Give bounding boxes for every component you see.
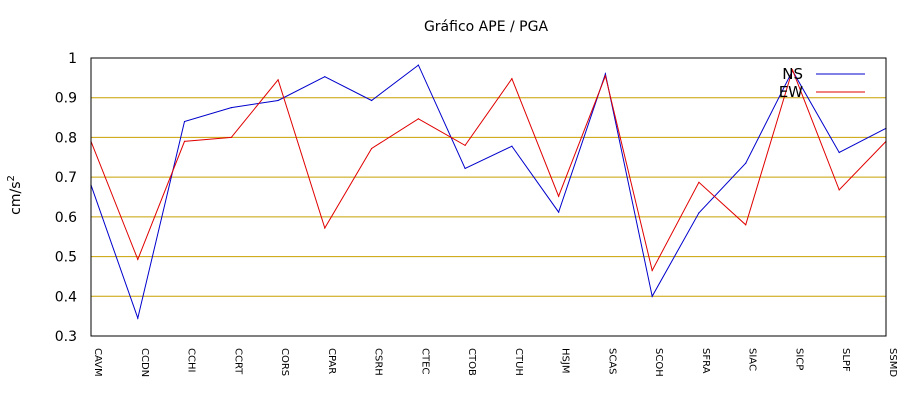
data-point-ew (183, 140, 186, 142)
x-axis-ticks: CAVM CCDN CCHI CCRT CORS CPAR CSRH CTEC CTOB CTUH… (92, 348, 898, 377)
series-layer (90, 64, 887, 320)
data-point-ns (183, 120, 186, 123)
data-point-ns (698, 212, 700, 214)
data-point-ew (230, 136, 232, 139)
x-tick-label: SIAC (747, 348, 758, 371)
y-tick-label: 0.7 (55, 170, 77, 186)
data-point-ns (277, 99, 279, 102)
y-tick-label: 0.8 (55, 130, 77, 146)
data-point-ns (604, 73, 607, 75)
x-tick-label: CCRT (232, 348, 243, 375)
x-tick-label: CAVM (92, 348, 103, 377)
chart-title: Gráfico APE / PGA (424, 19, 548, 35)
plot-frame (90, 57, 887, 337)
legend-label-ew: EW (779, 83, 803, 101)
x-tick-label: CPAR (326, 348, 337, 374)
y-tick-label: 0.3 (55, 329, 77, 345)
data-point-ns (651, 295, 653, 297)
data-point-ew (277, 79, 279, 81)
data-point-ew (464, 144, 466, 146)
data-point-ns (558, 211, 560, 213)
data-point-ew (745, 224, 747, 226)
data-point-ew (511, 78, 513, 80)
x-tick-label: CSRH (373, 348, 384, 376)
x-tick-label: SFRA (700, 348, 711, 374)
data-point-ew (558, 195, 560, 197)
data-point-ns (230, 107, 232, 109)
data-point-ns (745, 162, 747, 164)
x-tick-label: CCDN (139, 348, 150, 377)
x-tick-label: SICP (793, 348, 804, 370)
x-tick-label: SCAS (606, 348, 617, 375)
legend-label-ns: NS (782, 65, 803, 83)
x-tick-label: CORS (279, 348, 290, 376)
x-tick-label: SCOH (653, 348, 664, 377)
y-tick-label: 0.6 (55, 210, 77, 226)
data-point-ew (370, 147, 373, 150)
grid-lines (91, 97, 886, 297)
data-point-ew (698, 181, 700, 183)
y-tick-label: 0.5 (55, 250, 77, 266)
data-point-ew (838, 189, 840, 191)
data-point-ns (137, 317, 139, 319)
series-line-ew (90, 68, 887, 272)
y-axis-label-exponent: 2 (6, 175, 17, 181)
x-tick-label: SLPF (840, 348, 851, 372)
data-point-ew (604, 75, 607, 77)
data-point-ns (370, 99, 373, 102)
x-tick-label: SSMD (887, 348, 898, 377)
data-point-ew (324, 227, 326, 229)
y-axis-ticks: 0.3 0.4 0.5 0.6 0.7 0.8 0.9 1 (55, 51, 77, 345)
x-tick-label: HSJM (560, 348, 571, 373)
data-point-ns (324, 76, 326, 78)
data-point-ns (838, 151, 840, 154)
y-tick-label: 1 (68, 51, 77, 67)
data-point-ew (417, 118, 419, 120)
data-point-ns (464, 167, 466, 170)
y-tick-label: 0.9 (55, 91, 77, 107)
data-point-ns (417, 64, 419, 66)
data-point-ew (651, 269, 653, 272)
x-tick-label: CTUH (513, 348, 524, 376)
y-axis-label: cm/s2 (6, 175, 24, 215)
x-tick-label: CCHI (186, 348, 197, 372)
x-tick-label: CTOB (466, 348, 477, 376)
x-tick-label: CTEC (419, 348, 430, 374)
data-point-ns (511, 145, 513, 147)
series-line-ns (90, 64, 887, 320)
y-axis-label-unit: cm/s (8, 182, 24, 215)
data-point-ew (137, 258, 139, 260)
y-tick-label: 0.4 (55, 289, 77, 305)
data-point-ew (791, 69, 794, 71)
